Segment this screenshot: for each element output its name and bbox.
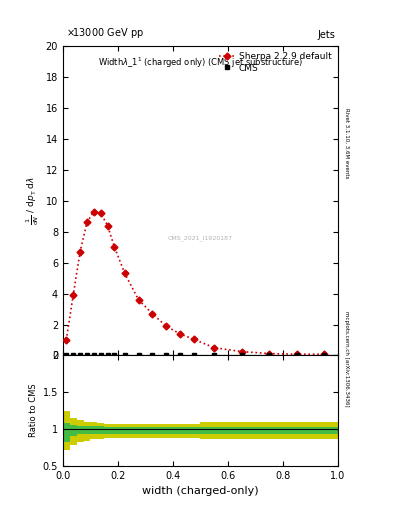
Sherpa 2.2.9 default bbox=[267, 351, 272, 357]
Sherpa 2.2.9 default bbox=[78, 249, 83, 255]
Sherpa 2.2.9 default bbox=[112, 244, 117, 250]
Sherpa 2.2.9 default bbox=[64, 337, 69, 343]
Legend: Sherpa 2.2.9 default, CMS: Sherpa 2.2.9 default, CMS bbox=[217, 51, 334, 74]
Sherpa 2.2.9 default bbox=[191, 336, 196, 342]
Sherpa 2.2.9 default bbox=[98, 210, 103, 216]
Text: CMS_2021_I1920187: CMS_2021_I1920187 bbox=[168, 235, 233, 241]
Sherpa 2.2.9 default bbox=[150, 311, 155, 317]
Sherpa 2.2.9 default bbox=[105, 222, 110, 228]
Text: mcplots.cern.ch [arXiv:1306.3436]: mcplots.cern.ch [arXiv:1306.3436] bbox=[344, 311, 349, 406]
Sherpa 2.2.9 default bbox=[136, 296, 141, 303]
Sherpa 2.2.9 default bbox=[84, 219, 89, 225]
Sherpa 2.2.9 default bbox=[294, 351, 299, 357]
Text: Rivet 3.1.10, 3.6M events: Rivet 3.1.10, 3.6M events bbox=[344, 108, 349, 179]
Sherpa 2.2.9 default bbox=[322, 351, 327, 357]
Sherpa 2.2.9 default bbox=[178, 331, 182, 337]
Sherpa 2.2.9 default bbox=[212, 345, 217, 351]
Y-axis label: Ratio to CMS: Ratio to CMS bbox=[29, 384, 39, 437]
Y-axis label: $\frac{1}{\mathrm{d}N}$ / $\mathrm{d}p_\mathrm{T}$ $\mathrm{d}\lambda$: $\frac{1}{\mathrm{d}N}$ / $\mathrm{d}p_\… bbox=[25, 176, 42, 225]
Sherpa 2.2.9 default bbox=[71, 292, 75, 298]
Text: Width$\lambda\_1^1$ (charged only) (CMS jet substructure): Width$\lambda\_1^1$ (charged only) (CMS … bbox=[98, 55, 303, 70]
Sherpa 2.2.9 default bbox=[164, 323, 169, 329]
Line: Sherpa 2.2.9 default: Sherpa 2.2.9 default bbox=[64, 209, 327, 357]
Sherpa 2.2.9 default bbox=[92, 208, 96, 215]
Text: Jets: Jets bbox=[318, 30, 335, 40]
Sherpa 2.2.9 default bbox=[123, 270, 127, 276]
Sherpa 2.2.9 default bbox=[239, 349, 244, 355]
X-axis label: width (charged-only): width (charged-only) bbox=[142, 486, 259, 496]
Text: $\times\!$13000 GeV pp: $\times\!$13000 GeV pp bbox=[66, 26, 143, 40]
